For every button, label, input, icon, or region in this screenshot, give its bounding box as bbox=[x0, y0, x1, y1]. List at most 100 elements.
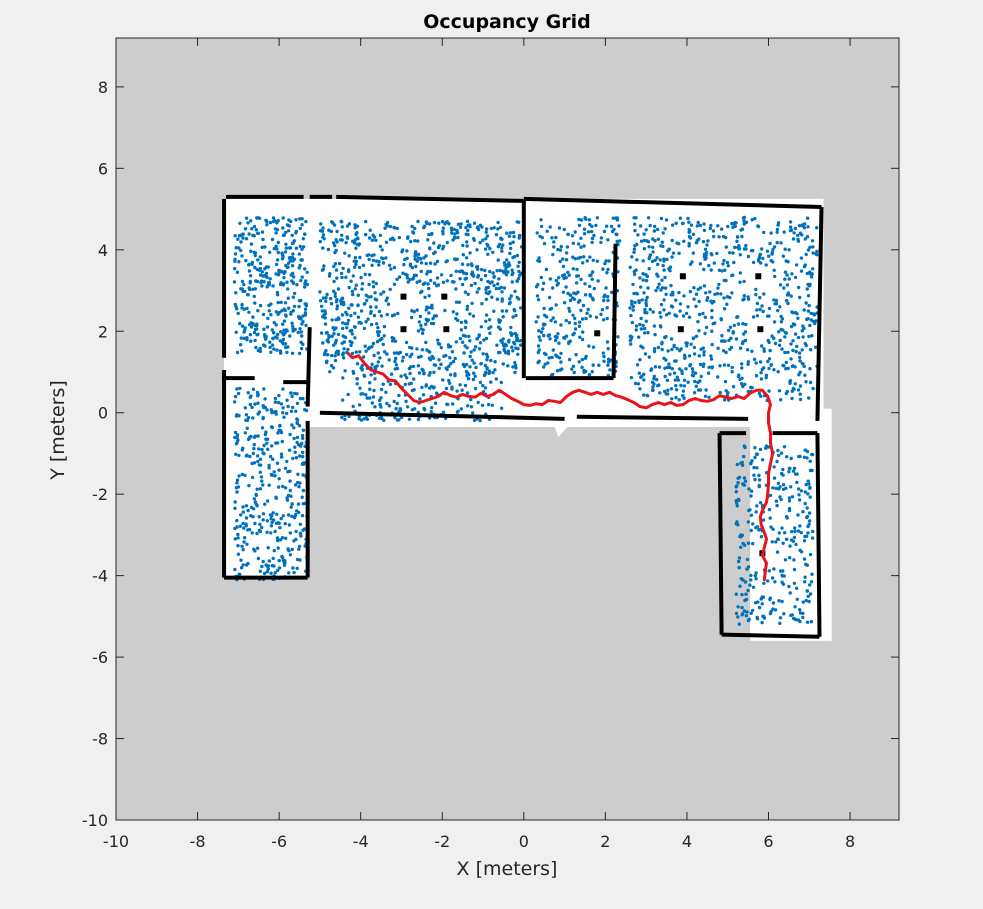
particle-point bbox=[600, 308, 605, 312]
particle-point bbox=[408, 371, 412, 376]
particle-point bbox=[334, 338, 338, 343]
particle-point bbox=[758, 360, 763, 364]
particle-point bbox=[427, 232, 431, 237]
particle-point bbox=[240, 324, 245, 328]
particle-point bbox=[684, 367, 688, 371]
particle-point bbox=[658, 324, 663, 328]
particle-point bbox=[516, 352, 520, 356]
particle-point bbox=[353, 226, 357, 230]
particle-point bbox=[802, 265, 807, 269]
particle-point bbox=[744, 614, 748, 618]
particle-point bbox=[557, 226, 562, 230]
particle-point bbox=[319, 304, 324, 308]
particle-point bbox=[808, 592, 813, 596]
particle-point bbox=[373, 405, 377, 409]
particle-point bbox=[233, 435, 237, 440]
particle-point bbox=[325, 292, 329, 297]
particle-point bbox=[390, 339, 395, 343]
particle-point bbox=[678, 348, 682, 353]
particle-point bbox=[346, 318, 351, 323]
particle-point bbox=[758, 253, 762, 257]
particle-point bbox=[587, 373, 592, 377]
particle-point bbox=[554, 303, 558, 307]
particle-point bbox=[789, 324, 794, 329]
particle-point bbox=[810, 334, 814, 338]
particle-point bbox=[516, 347, 520, 351]
particle-point bbox=[807, 334, 811, 339]
particle-point bbox=[295, 440, 299, 445]
particle-point bbox=[413, 226, 417, 231]
particle-point bbox=[379, 396, 383, 400]
particle-point bbox=[749, 249, 754, 253]
particle-point bbox=[582, 227, 587, 231]
particle-point bbox=[757, 478, 762, 482]
particle-point bbox=[791, 322, 796, 326]
x-tick-label: -4 bbox=[353, 832, 369, 851]
particle-point bbox=[510, 268, 514, 272]
particle-point bbox=[248, 402, 253, 407]
particle-point bbox=[265, 519, 269, 523]
particle-point bbox=[289, 409, 294, 413]
particle-point bbox=[365, 298, 369, 303]
particle-point bbox=[267, 466, 271, 470]
particle-point bbox=[516, 276, 521, 281]
particle-point bbox=[371, 280, 375, 284]
particle-point bbox=[366, 317, 370, 321]
particle-point bbox=[284, 242, 288, 246]
particle-point bbox=[260, 564, 264, 569]
particle-point bbox=[456, 409, 460, 413]
particle-point bbox=[579, 245, 583, 249]
particle-point bbox=[751, 315, 756, 319]
particle-point bbox=[294, 218, 298, 222]
particle-point bbox=[454, 340, 458, 344]
particle-point bbox=[296, 472, 300, 476]
particle-point bbox=[629, 336, 633, 341]
particle-point bbox=[470, 358, 474, 362]
particle-point bbox=[403, 373, 407, 377]
particle-point bbox=[497, 320, 501, 324]
particle-point bbox=[441, 229, 445, 234]
particle-point bbox=[258, 457, 263, 461]
particle-point bbox=[367, 273, 372, 277]
particle-point bbox=[610, 290, 614, 295]
particle-point bbox=[267, 303, 271, 308]
particle-point bbox=[458, 269, 462, 274]
particle-point bbox=[469, 405, 474, 409]
particle-point bbox=[685, 344, 689, 348]
particle-point bbox=[508, 251, 512, 256]
particle-point bbox=[248, 454, 252, 459]
particle-point bbox=[789, 294, 793, 298]
particle-point bbox=[345, 224, 350, 228]
particle-point bbox=[782, 230, 786, 234]
particle-point bbox=[742, 476, 747, 480]
particle-point bbox=[591, 363, 595, 367]
particle-point bbox=[572, 370, 576, 375]
particle-point bbox=[484, 230, 488, 234]
particle-point bbox=[545, 229, 549, 233]
particle-point bbox=[278, 339, 282, 343]
particle-point bbox=[453, 373, 457, 378]
particle-point bbox=[805, 287, 809, 291]
particle-point bbox=[397, 235, 402, 240]
particle-point bbox=[288, 246, 293, 250]
particle-point bbox=[606, 295, 610, 299]
particle-point bbox=[443, 308, 447, 313]
particle-point bbox=[280, 455, 284, 459]
particle-point bbox=[322, 237, 326, 241]
particle-point bbox=[281, 411, 285, 415]
particle-point bbox=[240, 287, 244, 291]
particle-point bbox=[434, 391, 439, 395]
particle-point bbox=[555, 354, 559, 359]
particle-point bbox=[252, 446, 256, 451]
particle-point bbox=[510, 280, 514, 284]
particle-point bbox=[370, 362, 374, 366]
particle-point bbox=[484, 313, 489, 317]
particle-point bbox=[253, 327, 258, 332]
particle-point bbox=[284, 314, 288, 318]
particle-point bbox=[464, 225, 468, 230]
particle-point bbox=[550, 355, 554, 360]
particle-point bbox=[465, 240, 469, 244]
particle-point bbox=[753, 574, 757, 578]
particle-point bbox=[271, 511, 275, 515]
particle-point bbox=[304, 302, 308, 306]
